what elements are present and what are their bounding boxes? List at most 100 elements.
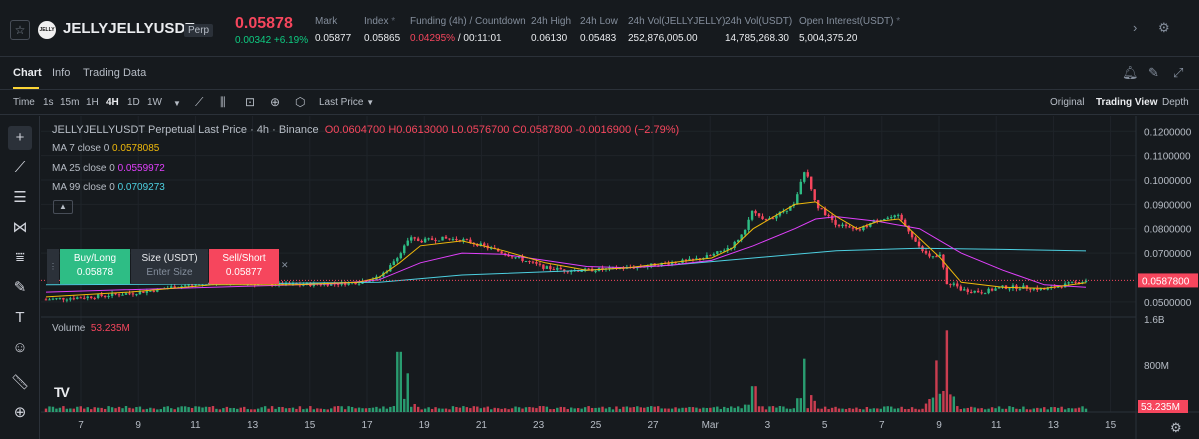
star-icon[interactable]: ☆	[10, 20, 30, 40]
crosshair-icon[interactable]: +	[8, 126, 32, 150]
edit-icon[interactable]: ✎	[1148, 65, 1159, 80]
volume-bar	[354, 408, 357, 412]
volume-bar	[827, 409, 830, 412]
chevron-right-icon[interactable]: ›	[1133, 20, 1138, 35]
symbol-name[interactable]: JELLYJELLYUSDT	[63, 20, 195, 37]
volume-bar	[406, 373, 409, 412]
add-icon[interactable]: ⊕	[270, 95, 281, 109]
volume-bar	[552, 409, 556, 412]
interval-4h[interactable]: 4H	[106, 97, 119, 108]
volume-bar	[121, 408, 124, 412]
price-type-select[interactable]: Last Price ▼	[319, 97, 375, 108]
bell-icon[interactable]: 🔔︎	[1122, 65, 1139, 80]
candle-body	[949, 284, 952, 286]
stat-label: Index *	[364, 16, 396, 27]
view-trading-view[interactable]: Trading View	[1096, 97, 1158, 108]
volume-bar	[183, 406, 187, 412]
interval-1s[interactable]: 1s	[43, 97, 54, 108]
volume-bar	[448, 409, 451, 412]
gear-icon[interactable]: ⚙	[1158, 20, 1170, 35]
volume-bar	[667, 408, 670, 412]
interval-1d[interactable]: 1D	[127, 97, 140, 108]
stat-open-interest: Open Interest(USDT) * 5,004,375.20	[799, 16, 900, 44]
zoom-icon[interactable]: ⊕	[13, 404, 27, 421]
volume-bar	[712, 407, 716, 412]
fib-icon[interactable]: ⩸	[15, 249, 25, 266]
fullscreen-icon[interactable]: ⤢	[1173, 65, 1184, 80]
volume-bar	[702, 407, 705, 412]
volume-bar	[524, 407, 528, 412]
collapse-legend-button[interactable]: ▲	[53, 200, 73, 214]
candle-body	[524, 261, 528, 263]
candle-body	[131, 293, 135, 295]
candle-body	[465, 239, 469, 241]
volume-bar	[201, 407, 204, 412]
volume-bar	[507, 409, 510, 412]
volume-bar	[410, 406, 413, 412]
interval-1h[interactable]: 1H	[86, 97, 99, 108]
tab-trading-data[interactable]: Trading Data	[83, 67, 147, 79]
candle-body	[423, 238, 427, 243]
settings-hex-icon[interactable]: ⬡	[295, 95, 306, 109]
close-icon[interactable]: ✕	[281, 260, 289, 270]
volume-bar	[1050, 407, 1053, 412]
volume-legend: Volume 53.235M	[52, 323, 130, 334]
indicator-icon[interactable]: ⟋	[195, 95, 204, 109]
stat-24h-vol-quote: 24h Vol(USDT) 14,785,268.30	[725, 16, 792, 44]
volume-bar	[966, 407, 969, 412]
candle-body	[987, 288, 990, 294]
candle-body	[90, 296, 93, 298]
emoji-icon[interactable]: ☺	[12, 339, 28, 356]
candle-body	[145, 291, 149, 293]
tab-info[interactable]: Info	[52, 67, 71, 79]
trend-line-icon[interactable]: ⟋	[14, 159, 26, 176]
camera-icon[interactable]: ⊡	[245, 95, 256, 109]
candle-body	[490, 247, 493, 249]
candle-type-icon[interactable]: ⫼	[220, 95, 226, 109]
candle-body	[1008, 288, 1011, 290]
ma99-legend: MA 99 close 0 0.0709273	[52, 182, 165, 193]
volume-bar	[736, 406, 740, 412]
volume-bar	[455, 406, 458, 412]
volume-bar	[987, 408, 990, 412]
buy-long-button[interactable]: Buy/Long 0.05878	[60, 249, 130, 284]
candle-body	[545, 266, 549, 269]
chart-settings-icon[interactable]: ⚙	[1170, 420, 1182, 435]
pitchfork-icon[interactable]: ⋈	[12, 219, 28, 236]
sell-short-button[interactable]: Sell/Short 0.05877	[209, 249, 279, 284]
volume-bar	[611, 409, 615, 412]
volume-bar	[295, 408, 298, 412]
candle-body	[660, 262, 663, 266]
horizontal-lines-icon[interactable]: ☰	[13, 189, 27, 206]
candle-body	[1077, 282, 1081, 284]
candle-body	[851, 227, 855, 229]
volume-bar	[510, 408, 514, 412]
candle-body	[632, 267, 636, 269]
ruler-icon[interactable]: 📏︎	[10, 374, 30, 391]
candle-body	[688, 258, 691, 261]
candle-body	[827, 215, 830, 217]
text-icon[interactable]: T	[15, 309, 25, 326]
price-axis-label: 0.1000000	[1144, 176, 1192, 187]
candle-body	[973, 290, 976, 293]
drag-handle-icon[interactable]: ⋮	[47, 249, 59, 284]
candle-body	[1081, 281, 1084, 284]
volume-bar	[229, 408, 232, 412]
tab-chart[interactable]: Chart	[13, 67, 42, 79]
volume-bar	[239, 407, 242, 412]
interval-15m[interactable]: 15m	[60, 97, 80, 108]
volume-bar	[935, 360, 938, 412]
stat-24h-vol-base: 24h Vol(JELLYJELLY) 252,876,005.00	[628, 16, 725, 44]
view-original[interactable]: Original	[1050, 97, 1085, 108]
volume-bar	[58, 407, 62, 412]
drawing-toolbar: + ⟋ ☰ ⋈ ⩸ ✎ T ☺ 📏︎ ⊕	[0, 116, 40, 439]
brush-icon[interactable]: ✎	[13, 279, 27, 296]
interval-dropdown-icon[interactable]: ▼	[173, 99, 181, 108]
size-input[interactable]: Size (USDT) Enter Size	[131, 249, 208, 284]
interval-1w[interactable]: 1W	[147, 97, 162, 108]
last-price: 0.05878	[235, 15, 293, 32]
volume-bar	[51, 406, 55, 412]
volume-bar	[187, 407, 190, 412]
volume-bar	[340, 406, 343, 412]
view-depth[interactable]: Depth	[1162, 97, 1189, 108]
